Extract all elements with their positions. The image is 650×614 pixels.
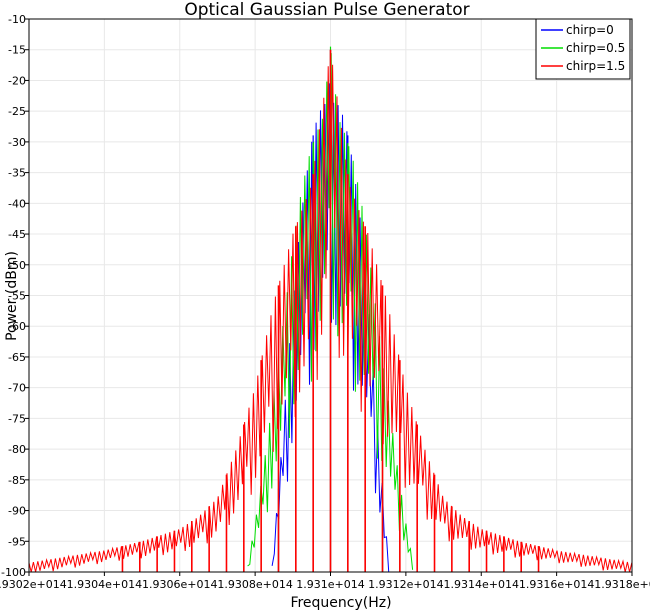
x-tick-label: 1.9302e+014 [0,578,67,591]
legend-label-chirp-0: chirp=0 [566,23,614,37]
y-tick-label: -60 [8,320,26,333]
y-tick-label: -90 [8,505,26,518]
y-tick-label: -25 [8,105,26,118]
x-tick-label: 1.9312e+014 [368,578,443,591]
y-tick-label: -40 [8,197,26,210]
series-layer [28,46,633,573]
y-tick-label: -65 [8,351,26,364]
y-tick-label: -35 [8,167,26,180]
y-tick-label: -80 [8,443,26,456]
x-axis-label: Frequency(Hz) [290,595,391,611]
y-tick-label: -55 [8,290,26,303]
legend-label-chirp-1-5: chirp=1.5 [566,59,625,73]
y-tick-label: -75 [8,412,26,425]
y-tick-label: -100 [1,566,26,579]
y-tick-label: -20 [8,74,26,87]
y-tick-label: -15 [8,44,26,57]
x-axis: 1.9302e+0141.9304e+0141.9306e+0141.9308e… [0,572,650,591]
legend-label-chirp-0-5: chirp=0.5 [566,41,625,55]
chart-title: Optical Gaussian Pulse Generator [184,0,469,20]
y-tick-label: -50 [8,259,26,272]
x-tick-label: 1.9314e+014 [444,578,519,591]
y-tick-label: -30 [8,136,26,149]
x-tick-label: 1.9318e+014 [594,578,650,591]
y-tick-label: -45 [8,228,26,241]
legend-box [535,18,631,80]
legend: chirp=0 chirp=0.5 chirp=1.5 [535,18,631,80]
y-tick-label: -70 [8,382,26,395]
x-tick-label: 1.931e+014 [296,578,364,591]
x-tick-label: 1.9316e+014 [519,578,594,591]
x-tick-label: 1.9306e+014 [142,578,217,591]
y-axis: -10 -15 -20 -25 -30 -35 -40 -45 -50 -55 -60 -65 -70 -… [1,13,29,579]
x-tick-label: 1.9304e+014 [67,578,142,591]
y-tick-label: -10 [8,13,26,26]
y-axis-label: Power (dBm) [4,251,20,341]
x-tick-label: 1.9308e+014 [217,578,292,591]
y-tick-label: -85 [8,474,26,487]
y-tick-label: -95 [8,535,26,548]
